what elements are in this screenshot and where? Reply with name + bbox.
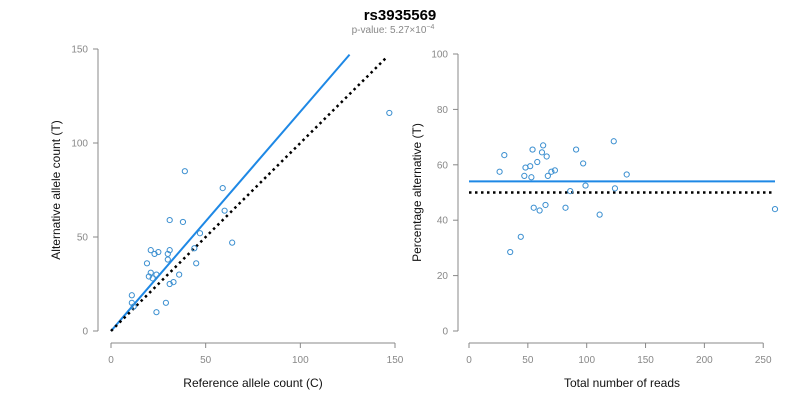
subtitle-exponent: −4	[426, 24, 434, 31]
y-tick-label: 50	[77, 233, 89, 244]
data-point	[507, 248, 514, 256]
data-point	[130, 303, 137, 310]
y-axis-label: Percentage alternative (T)	[410, 123, 424, 262]
data-point	[193, 260, 200, 267]
data-point	[147, 269, 154, 276]
data-point	[166, 247, 173, 254]
x-tick-label: 250	[755, 355, 772, 366]
data-point	[538, 149, 546, 156]
x-tick-label: 150	[387, 355, 404, 366]
y-tick-label: 100	[431, 50, 448, 61]
data-point	[551, 167, 559, 174]
data-point	[386, 109, 393, 117]
data-point	[191, 245, 198, 252]
x-tick-label: 0	[466, 355, 472, 366]
x-tick-label: 100	[578, 355, 595, 366]
data-point	[155, 248, 162, 256]
x-tick-label: 200	[696, 355, 713, 366]
data-point	[196, 230, 204, 237]
y-tick-label: 60	[437, 160, 449, 171]
data-point	[534, 158, 541, 166]
data-point	[153, 309, 160, 316]
data-point	[567, 188, 574, 195]
x-tick-label: 150	[637, 355, 654, 366]
data-point	[162, 299, 170, 306]
data-point	[521, 172, 528, 179]
y-tick-label: 20	[437, 271, 449, 282]
data-point	[529, 146, 536, 153]
data-point	[610, 138, 617, 145]
data-point	[543, 153, 550, 160]
y-tick-label: 100	[71, 139, 88, 150]
data-point	[496, 168, 503, 175]
subtitle-prefix: p-value: 5.27×10	[352, 25, 427, 36]
data-point	[501, 152, 508, 159]
chart-subtitle: p-value: 5.27×10−4	[352, 24, 435, 36]
chart-title: rs3935569	[364, 7, 437, 24]
y-tick-label: 0	[442, 327, 448, 338]
data-point	[528, 174, 535, 181]
right-scatter-panel: 0 50 100 150 200 250 0 20 40 60 80 100 Total number …	[410, 50, 779, 390]
data-point	[582, 182, 589, 189]
data-point	[170, 279, 177, 286]
data-point	[623, 171, 630, 178]
data-point	[611, 185, 619, 192]
y-tick-label: 80	[437, 105, 449, 116]
data-point	[143, 260, 151, 267]
data-point	[530, 204, 537, 211]
fit-line	[110, 53, 351, 332]
data-point	[229, 239, 236, 246]
data-point	[166, 216, 173, 224]
x-tick-label: 0	[108, 355, 114, 366]
x-tick-label: 50	[522, 355, 534, 366]
data-point	[179, 218, 187, 226]
data-point	[153, 271, 160, 278]
y-tick-label: 150	[71, 45, 88, 56]
x-axis-label: Reference allele count (C)	[183, 376, 322, 390]
y-tick-label: 40	[437, 216, 449, 227]
y-tick-label: 0	[82, 327, 88, 338]
data-point	[164, 256, 171, 263]
data-point	[536, 207, 543, 214]
data-point	[771, 206, 779, 213]
data-point	[147, 247, 154, 254]
data-point	[562, 204, 569, 211]
data-point	[221, 207, 228, 214]
y-axis-label: Alternative allele count (T)	[49, 120, 63, 259]
x-tick-label: 50	[200, 355, 212, 366]
x-axis-label: Total number of reads	[564, 376, 680, 390]
data-point	[573, 146, 580, 153]
reference-line	[110, 55, 389, 332]
data-point	[580, 160, 587, 167]
data-point	[149, 275, 156, 282]
x-tick-label: 100	[292, 355, 309, 366]
data-point	[548, 168, 555, 175]
data-point	[517, 233, 524, 240]
data-point	[540, 142, 547, 149]
data-point	[544, 172, 551, 179]
data-point	[542, 201, 549, 209]
data-point	[128, 292, 135, 299]
data-point	[596, 211, 603, 218]
data-point	[219, 185, 226, 192]
data-point	[176, 271, 183, 278]
left-scatter-panel: 0 50 100 150 0 50 100 150 Reference allele count…	[49, 45, 404, 391]
data-point	[527, 163, 534, 170]
data-point	[181, 168, 188, 175]
